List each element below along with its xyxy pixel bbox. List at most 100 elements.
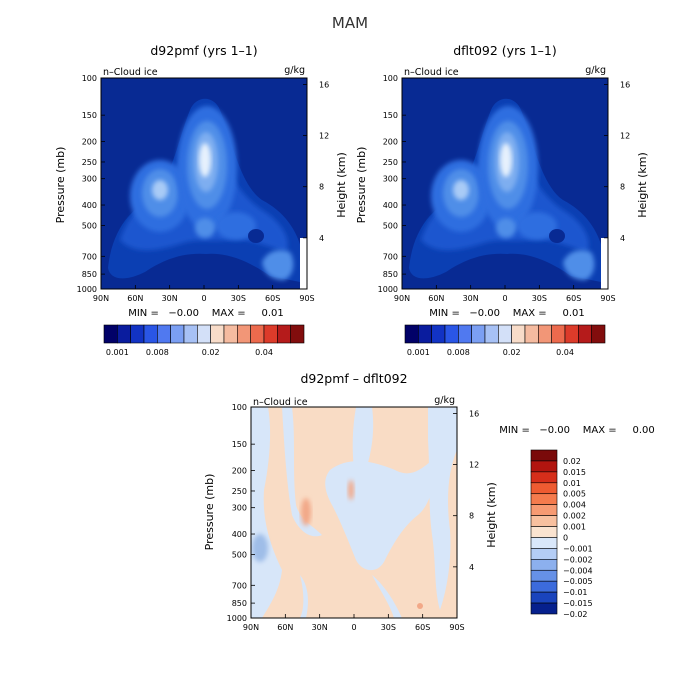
- colorbar-swatch: [471, 324, 486, 344]
- dark-pocket: [549, 229, 565, 243]
- colorbar-label: −0.004: [563, 566, 593, 575]
- colorbar-swatch: [210, 324, 225, 344]
- stats-label: MIN = −0.00 MAX = 0.01: [128, 308, 284, 319]
- x-tick-label: 60N: [428, 294, 444, 303]
- y2-axis-label: Height (km): [485, 482, 498, 548]
- neg-patch-low: [252, 534, 268, 562]
- colorbar-label: 0.02: [202, 348, 220, 357]
- x-tick-label: 90S: [600, 294, 615, 303]
- stats-label: MIN = −0.00 MAX = 0.01: [429, 308, 585, 319]
- colorbar-label: 0.001: [106, 348, 129, 357]
- y-tick-label: 700: [232, 581, 247, 590]
- panel-title: d92pmf (yrs 1–1): [150, 43, 257, 58]
- x-tick-label: 60N: [277, 623, 293, 632]
- colorbar-label: 0.04: [255, 348, 273, 357]
- x-tick-label: 90S: [449, 623, 464, 632]
- nh-max-inner: [152, 180, 168, 200]
- y-axis-label: Pressure (mb): [355, 147, 368, 224]
- colorbar-swatch: [431, 324, 446, 344]
- y-tick-label: 250: [82, 158, 97, 167]
- y2-tick-label: 8: [620, 183, 625, 192]
- x-tick-label: 30N: [162, 294, 178, 303]
- y2-axis-label: Height (km): [636, 152, 649, 218]
- y2-axis: 4 8 12 16: [604, 80, 630, 243]
- colorbar-swatch: [183, 324, 198, 344]
- panel-difference: d92pmf – dflt092 n–Cloud ice g/kg 90N 60N…: [203, 371, 655, 632]
- y-tick-label: 250: [232, 487, 247, 496]
- colorbar-label: −0.02: [563, 610, 588, 619]
- colorbar-swatch: [530, 504, 558, 516]
- colorbar-swatch: [530, 482, 558, 495]
- field-blobs: [108, 98, 307, 289]
- low-patch: [496, 218, 516, 238]
- colorbar-swatch: [117, 324, 131, 344]
- missing-right: [300, 238, 307, 289]
- y-tick-label: 150: [82, 111, 97, 120]
- colorbar-swatch: [530, 602, 558, 615]
- y-axis: 100 150 200 250 300 400 500 700 850 1000: [378, 74, 406, 294]
- x-tick-label: 90N: [243, 623, 259, 632]
- y-tick-label: 300: [82, 175, 97, 184]
- y2-tick-label: 16: [469, 409, 479, 418]
- y-axis-label: Pressure (mb): [54, 147, 67, 224]
- colorbar-swatch: [511, 324, 526, 344]
- dark-pocket: [248, 229, 264, 243]
- x-tick-label: 30N: [312, 623, 328, 632]
- y-tick-label: 400: [82, 201, 97, 210]
- colorbar-swatch: [484, 324, 499, 344]
- colorbar-swatch: [530, 591, 558, 604]
- y2-tick-label: 4: [319, 234, 324, 243]
- y-tick-label: 400: [383, 201, 398, 210]
- colorbar-swatch: [143, 324, 158, 344]
- y-tick-label: 300: [232, 504, 247, 513]
- variable-label: n–Cloud ice: [253, 397, 308, 408]
- colorbar-swatch: [277, 324, 291, 344]
- contour-field: [402, 78, 608, 289]
- contour-field: [251, 407, 457, 618]
- colorbar-label: 0.001: [407, 348, 430, 357]
- y-tick-label: 850: [82, 270, 97, 279]
- colorbar-swatch: [551, 324, 566, 344]
- colorbar-swatch: [444, 324, 459, 344]
- x-tick-label: 0: [201, 294, 206, 303]
- y2-tick-label: 4: [620, 234, 625, 243]
- y2-axis: 4 8 12 16: [303, 80, 329, 243]
- x-tick-label: 60S: [265, 294, 280, 303]
- y2-tick-label: 16: [319, 80, 329, 89]
- colorbar-label: 0.02: [563, 457, 581, 466]
- colorbar-swatch: [530, 460, 558, 473]
- sh-lower-max: [216, 212, 256, 240]
- y2-axis-label: Height (km): [335, 152, 348, 218]
- colorbar-swatch: [530, 449, 558, 462]
- y2-tick-label: 8: [319, 183, 324, 192]
- y-tick-label: 500: [82, 221, 97, 230]
- colorbar-swatch: [530, 548, 558, 560]
- y-tick-label: 300: [383, 175, 398, 184]
- colorbar-label: 0.008: [146, 348, 169, 357]
- colorbar-label: 0: [563, 533, 568, 542]
- trop-core-bright: [199, 143, 211, 177]
- figure-title: MAM: [332, 14, 368, 32]
- colorbar-swatch: [530, 526, 558, 538]
- colorbar-swatch: [530, 515, 558, 527]
- colorbar-label: 0.002: [563, 512, 586, 521]
- colorbar-label: −0.005: [563, 577, 593, 586]
- y2-tick-label: 12: [620, 132, 630, 141]
- pos-dot-sh: [417, 603, 423, 609]
- panel-title: d92pmf – dflt092: [300, 371, 407, 386]
- missing-right: [601, 238, 608, 289]
- panel-title: dflt092 (yrs 1–1): [453, 43, 556, 58]
- colorbar-label: −0.01: [563, 588, 588, 597]
- colorbar-swatch: [157, 324, 171, 344]
- x-tick-label: 60N: [127, 294, 143, 303]
- colorbar-swatch: [530, 569, 558, 582]
- units-label: g/kg: [585, 65, 606, 76]
- y-tick-label: 500: [383, 221, 398, 230]
- colorbar-swatch: [223, 324, 238, 344]
- y-tick-label: 250: [383, 158, 398, 167]
- y2-axis: 4 8 12 16: [453, 409, 479, 572]
- units-label: g/kg: [284, 65, 305, 76]
- variable-label: n–Cloud ice: [103, 67, 158, 78]
- y-tick-label: 700: [383, 252, 398, 261]
